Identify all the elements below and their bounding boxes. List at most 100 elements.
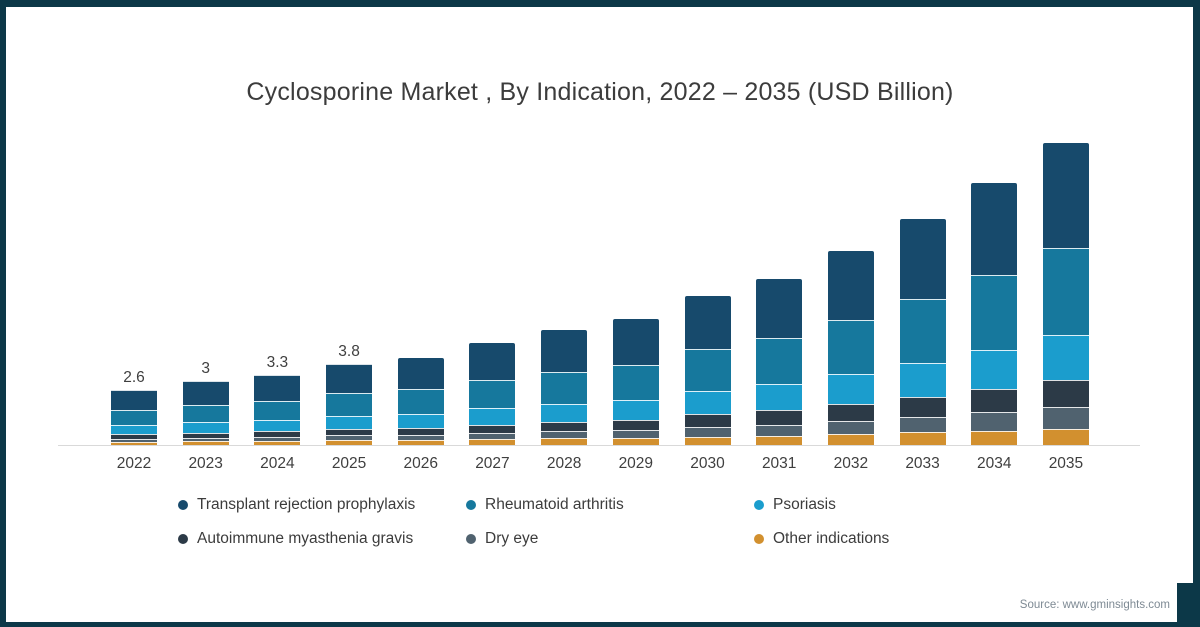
x-axis-tick-label: 2027 <box>475 455 510 472</box>
bar-2034 <box>971 183 1018 445</box>
bar-segment <box>469 407 516 425</box>
bar-2032 <box>827 251 874 445</box>
x-axis-line <box>58 445 1140 446</box>
legend-marker-icon <box>466 534 476 544</box>
bar-2035 <box>1042 142 1089 445</box>
bar-segment <box>971 412 1018 431</box>
bar-segment <box>899 362 946 398</box>
legend-item: Autoimmune myasthenia gravis <box>178 528 466 550</box>
bar-segment <box>254 374 301 401</box>
bar-segment <box>899 298 946 363</box>
legend-label: Dry eye <box>485 530 539 547</box>
source-note: Source: www.gminsights.com <box>1019 599 1170 611</box>
bar-2026 <box>397 357 444 445</box>
bar-segment <box>541 371 588 404</box>
x-axis-tick-label: 2026 <box>403 455 438 472</box>
bar-segment <box>326 415 373 430</box>
bar-segment <box>684 296 731 350</box>
bar-segment <box>827 251 874 320</box>
bar-segment <box>182 422 229 433</box>
legend-item: Psoriasis <box>754 494 889 516</box>
bar-segment <box>111 441 157 445</box>
bar-2031 <box>756 278 803 445</box>
bar-segment <box>111 424 157 435</box>
bar-segment <box>971 430 1018 445</box>
bar-segment <box>1042 428 1089 445</box>
bar-segment <box>254 436 301 441</box>
bar-segment <box>182 381 229 405</box>
bar-segment <box>971 275 1018 350</box>
bar-segment <box>684 414 731 427</box>
bar-segment <box>827 374 874 405</box>
bar-segment <box>1042 380 1089 407</box>
bar-segment <box>469 379 516 408</box>
bar-segment <box>756 384 803 411</box>
x-axis-tick-label: 2028 <box>546 455 582 472</box>
bar-segment <box>1042 248 1089 335</box>
legend-marker-icon <box>178 534 188 544</box>
legend-label: Transplant rejection prophylaxis <box>197 496 416 513</box>
x-axis-tick-label: 2024 <box>260 455 295 472</box>
x-axis-tick-label: 2023 <box>188 455 223 472</box>
bar-segment <box>254 419 301 432</box>
bar-segment <box>541 422 588 432</box>
chart-legend: Transplant rejection prophylaxis Rheumato… <box>178 494 889 550</box>
bar-segment <box>326 429 373 436</box>
legend-item: Dry eye <box>466 528 754 550</box>
legend-item: Rheumatoid arthritis <box>466 494 754 516</box>
bar-segment <box>469 432 516 439</box>
x-axis-labels: 2022 2023 2024 2025 2026 2027 2028 2029 2030 2031… <box>111 455 1089 473</box>
corner-accent-block <box>1177 583 1200 627</box>
legend-label: Autoimmune myasthenia gravis <box>197 530 414 547</box>
bar-2024: 3.3 <box>254 353 301 445</box>
bar-segment <box>1042 406 1089 429</box>
bar-segment <box>397 413 444 428</box>
bar-segment <box>111 389 157 411</box>
bar-value-label: 3 <box>201 360 210 378</box>
legend-label: Rheumatoid arthritis <box>485 496 624 513</box>
bar-segment <box>756 337 803 385</box>
bar-segment <box>397 357 444 390</box>
bar-segment <box>684 390 731 415</box>
bar-segment <box>1042 334 1089 381</box>
bar-segment <box>899 416 946 433</box>
bar-segment <box>756 424 803 436</box>
bar-segment <box>111 434 157 439</box>
bar-2022: 2.6 <box>111 368 157 445</box>
bar-segment <box>326 440 373 445</box>
x-axis-tick-label: 2025 <box>331 455 367 472</box>
bar-segment <box>612 364 659 400</box>
bar-segment <box>827 404 874 421</box>
bar-2030 <box>684 296 731 445</box>
bar-segment <box>541 403 588 423</box>
bar-segment <box>469 439 516 445</box>
bar-segment <box>684 349 731 391</box>
legend-marker-icon <box>466 500 476 510</box>
legend-marker-icon <box>178 500 188 510</box>
bar-2028 <box>541 330 588 445</box>
bar-segment <box>612 319 659 365</box>
bar-segment <box>541 431 588 439</box>
bar-segment <box>397 389 444 414</box>
bar-segment <box>612 429 659 438</box>
bar-segment <box>397 434 444 440</box>
bar-segment <box>612 399 659 420</box>
bar-segment <box>756 410 803 425</box>
bar-segment <box>182 441 229 445</box>
x-axis-tick-label: 2029 <box>618 455 654 472</box>
bar-segment <box>899 397 946 417</box>
bar-segment <box>397 439 444 445</box>
bar-segment <box>111 438 157 442</box>
bar-segment <box>326 435 373 441</box>
legend-label: Other indications <box>773 530 890 547</box>
bar-segment <box>397 427 444 435</box>
bar-value-label: 3.8 <box>338 342 360 360</box>
x-axis-tick-label: 2030 <box>690 455 725 472</box>
legend-item: Transplant rejection prophylaxis <box>178 494 466 516</box>
bar-value-label: 2.6 <box>123 368 145 386</box>
bar-segment <box>254 400 301 420</box>
legend-marker-icon <box>754 534 764 544</box>
legend-label: Psoriasis <box>773 496 836 513</box>
bar-segment <box>182 437 229 442</box>
